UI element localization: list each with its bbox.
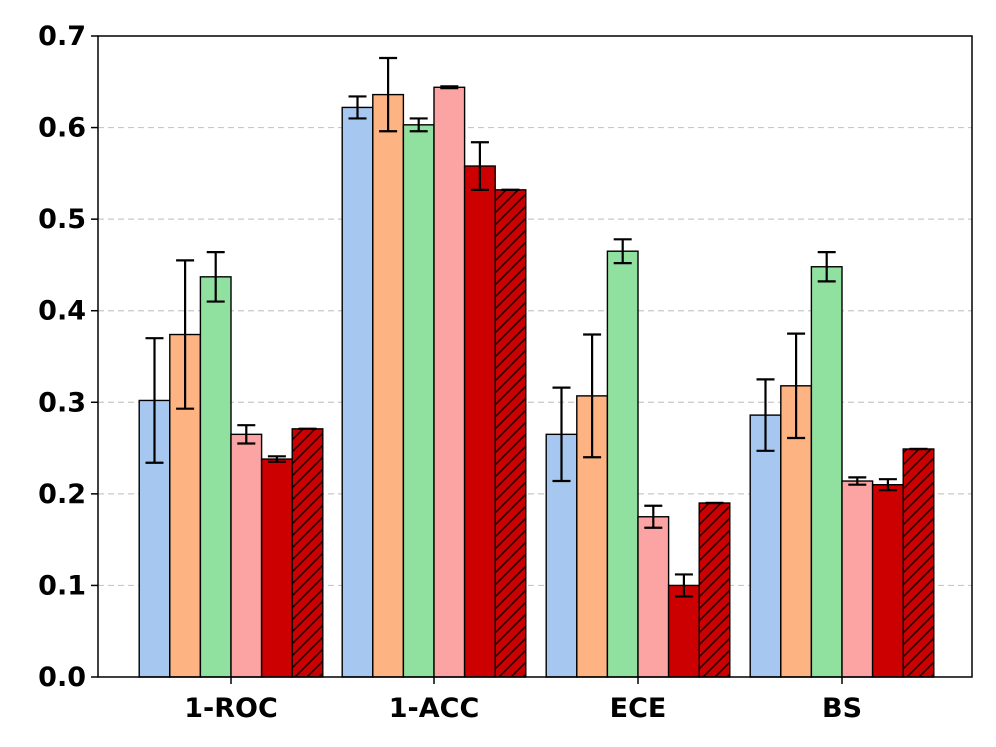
bar-bs-series-6: [902, 448, 935, 678]
bar-1-roc-series-5: [260, 458, 293, 678]
bar-bs-series-4: [841, 480, 874, 678]
bar-1-roc-series-3: [199, 276, 232, 678]
y-tick-label: 0.0: [38, 662, 86, 693]
error-bar: [644, 504, 663, 529]
x-axis: 1-ROC 1-ACC ECE BS: [184, 677, 862, 724]
error-bar: [470, 141, 489, 191]
bar-1-acc-series-1: [341, 106, 374, 678]
error-bar: [817, 251, 836, 283]
bar-bs-series-1: [749, 414, 782, 678]
bars: [138, 86, 935, 678]
error-bar: [145, 337, 164, 464]
error-bar: [848, 476, 867, 486]
y-tick-label: 0.7: [38, 21, 86, 52]
bar-bs-series-5: [871, 484, 904, 678]
error-bar: [379, 56, 398, 133]
bar-ece-series-5: [667, 584, 700, 678]
error-bar: [613, 238, 632, 265]
error-bar: [440, 85, 459, 90]
bar-bs-series-3: [810, 266, 843, 678]
error-bar: [756, 378, 775, 452]
bar-ece-series-6: [698, 502, 731, 678]
error-bar: [878, 478, 897, 492]
x-tick-label: 1-ROC: [184, 693, 278, 724]
bar-ece-series-4: [637, 516, 670, 678]
axes-frame: [97, 35, 973, 678]
y-tick-label: 0.2: [38, 479, 86, 510]
error-bar: [348, 95, 367, 120]
y-tick-label: 0.4: [38, 296, 86, 327]
y-tick-label: 0.3: [38, 387, 86, 418]
y-tick-label: 0.1: [38, 570, 86, 601]
bar-1-roc-series-6: [291, 428, 324, 678]
y-tick-label: 0.5: [38, 204, 86, 235]
bar-1-acc-series-6: [494, 189, 527, 678]
error-bars: [145, 56, 928, 598]
error-bar: [674, 573, 693, 598]
bar-1-acc-series-4: [433, 86, 466, 678]
bar-1-acc-series-5: [463, 165, 496, 678]
error-bar: [176, 259, 195, 410]
error-bar: [267, 455, 286, 463]
error-bar: [237, 424, 256, 445]
bar-1-roc-series-4: [230, 433, 263, 678]
bar-1-acc-series-3: [402, 124, 435, 678]
error-bar: [206, 251, 225, 303]
bar-ece-series-3: [606, 250, 639, 678]
y-tick-label: 0.6: [38, 113, 86, 144]
error-bar: [552, 386, 571, 483]
error-bar: [409, 117, 428, 133]
bar-1-acc-series-2: [372, 93, 405, 678]
x-tick-label: ECE: [610, 693, 667, 724]
y-axis: 0.0 0.1 0.2 0.3 0.4 0.5 0.6 0.7: [38, 21, 98, 693]
error-bar: [583, 333, 602, 459]
error-bar: [787, 332, 806, 440]
x-tick-label: BS: [822, 693, 862, 724]
x-tick-label: 1-ACC: [389, 693, 480, 724]
